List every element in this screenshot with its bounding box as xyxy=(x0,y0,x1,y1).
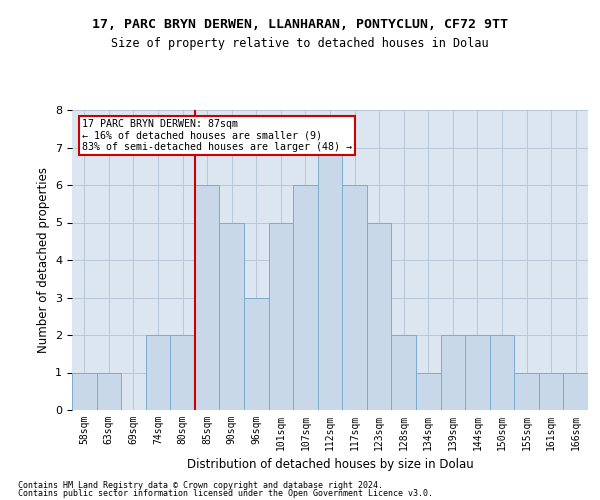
Bar xyxy=(440,335,465,410)
Bar xyxy=(195,185,220,410)
Text: Contains HM Land Registry data © Crown copyright and database right 2024.: Contains HM Land Registry data © Crown c… xyxy=(18,481,383,490)
Bar xyxy=(220,222,244,410)
Text: Contains public sector information licensed under the Open Government Licence v3: Contains public sector information licen… xyxy=(18,488,433,498)
Bar xyxy=(490,335,514,410)
Bar xyxy=(514,372,539,410)
Bar xyxy=(72,372,97,410)
Bar xyxy=(342,185,367,410)
Bar xyxy=(170,335,195,410)
Bar xyxy=(563,372,588,410)
Bar xyxy=(367,222,391,410)
Text: Size of property relative to detached houses in Dolau: Size of property relative to detached ho… xyxy=(111,38,489,51)
Bar xyxy=(146,335,170,410)
Bar xyxy=(465,335,490,410)
Bar xyxy=(97,372,121,410)
Text: 17, PARC BRYN DERWEN, LLANHARAN, PONTYCLUN, CF72 9TT: 17, PARC BRYN DERWEN, LLANHARAN, PONTYCL… xyxy=(92,18,508,30)
Bar xyxy=(269,222,293,410)
Bar xyxy=(318,148,342,410)
Bar xyxy=(416,372,440,410)
Bar xyxy=(539,372,563,410)
Bar xyxy=(244,298,269,410)
Bar xyxy=(293,185,318,410)
X-axis label: Distribution of detached houses by size in Dolau: Distribution of detached houses by size … xyxy=(187,458,473,471)
Y-axis label: Number of detached properties: Number of detached properties xyxy=(37,167,50,353)
Bar xyxy=(391,335,416,410)
Text: 17 PARC BRYN DERWEN: 87sqm
← 16% of detached houses are smaller (9)
83% of semi-: 17 PARC BRYN DERWEN: 87sqm ← 16% of deta… xyxy=(82,119,352,152)
